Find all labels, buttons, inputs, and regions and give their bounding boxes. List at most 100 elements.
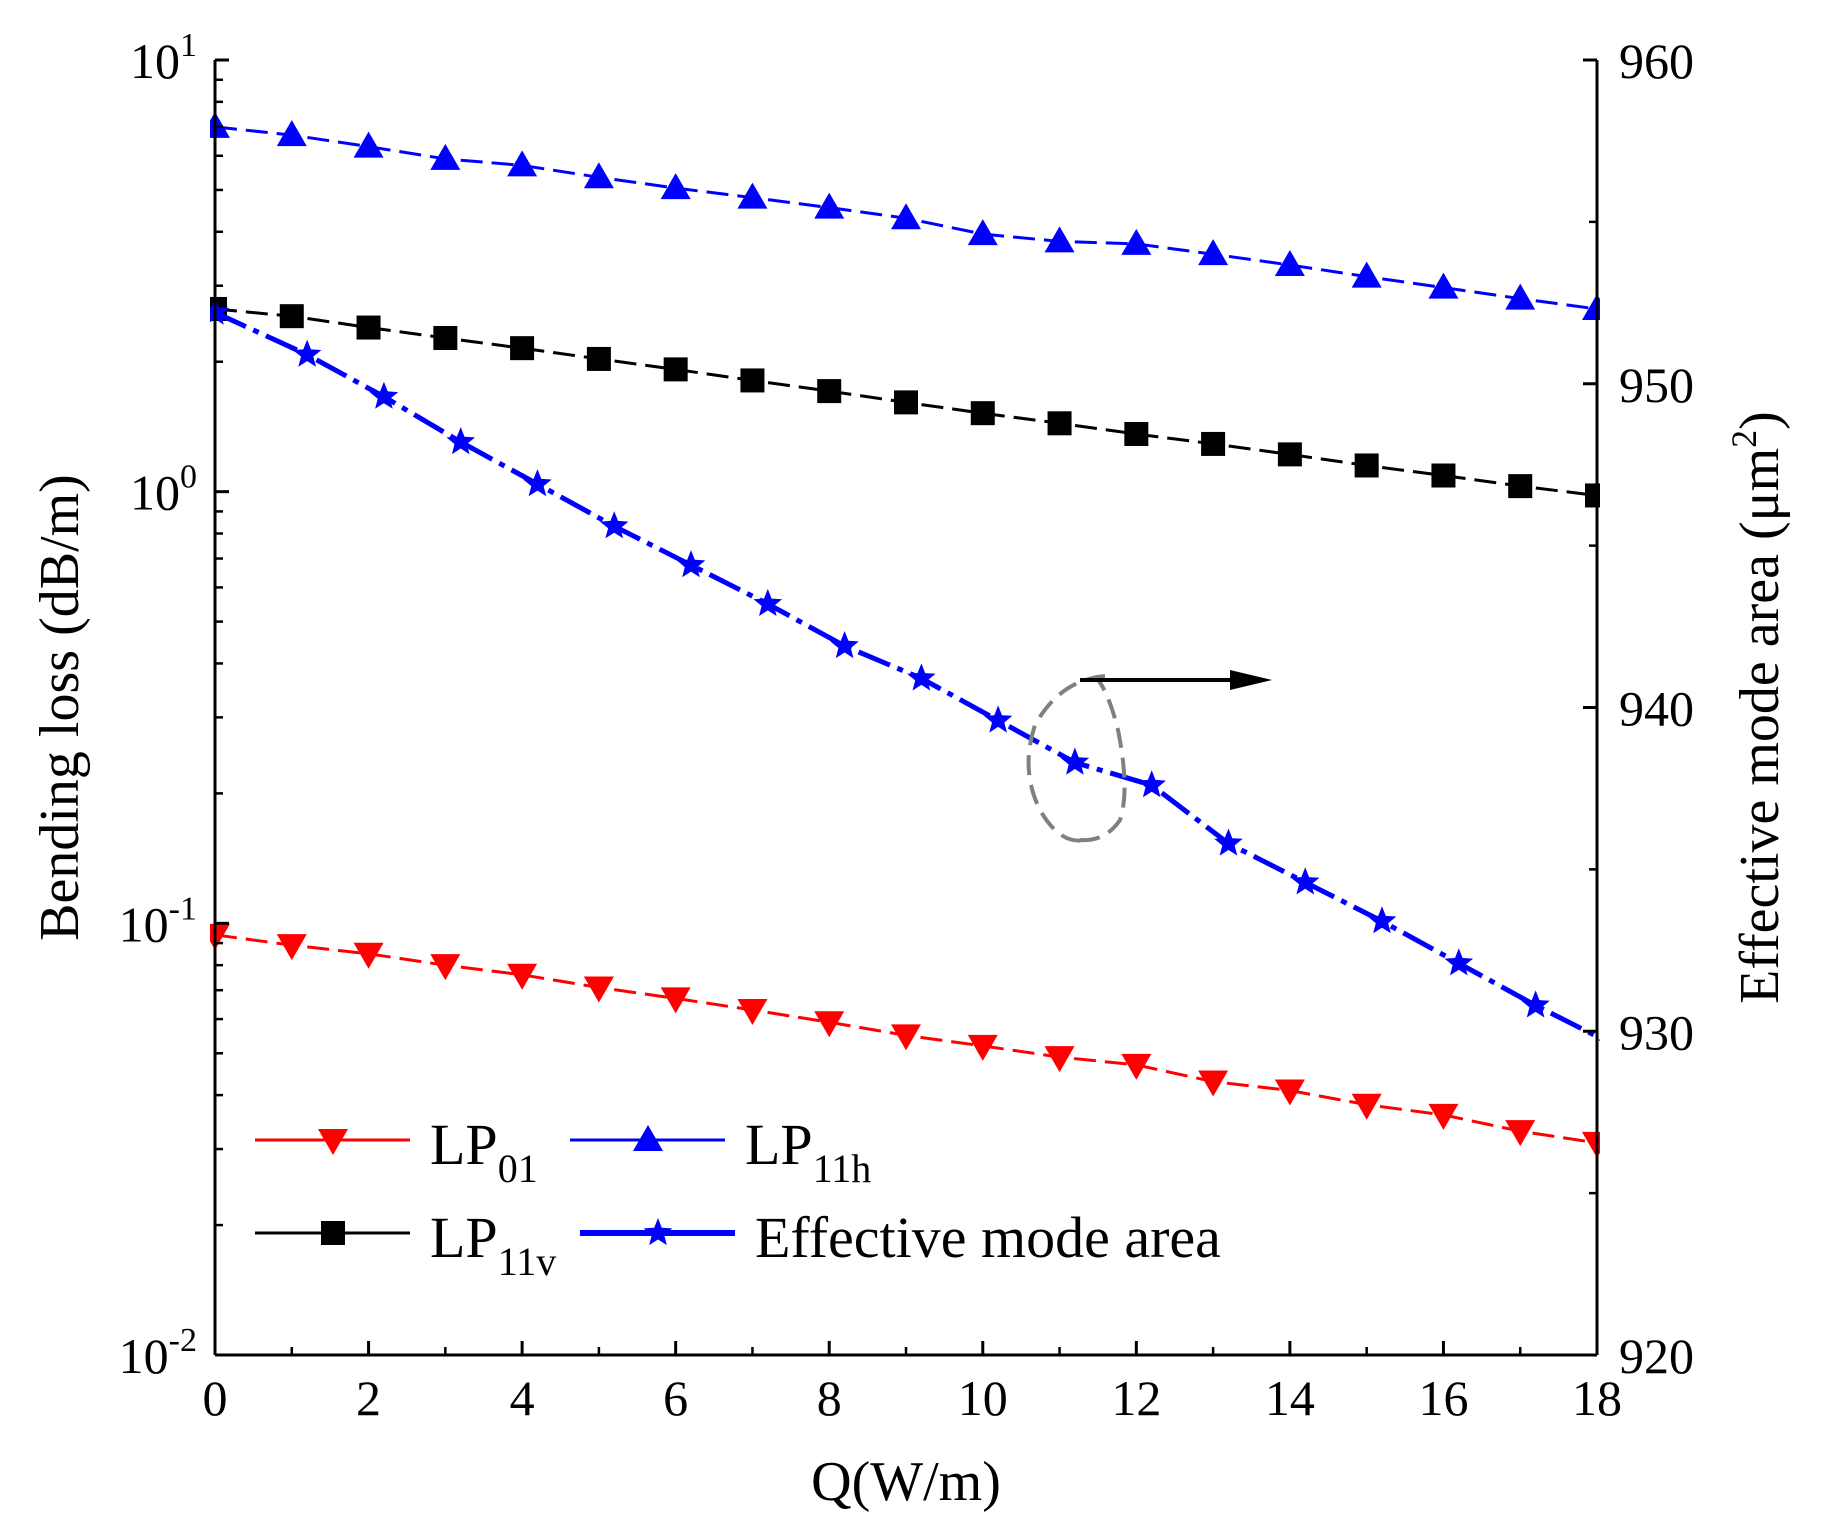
data-point <box>1291 867 1320 895</box>
data-point <box>814 1011 845 1038</box>
data-point <box>663 357 688 382</box>
y-right-tick-label: 950 <box>1619 357 1694 413</box>
data-point <box>1121 1053 1152 1080</box>
data-point <box>369 381 399 409</box>
data-point <box>1121 228 1152 255</box>
legend-label: LP11v <box>430 1205 556 1284</box>
data-point <box>967 219 998 246</box>
series-lp01 <box>210 923 1600 1158</box>
y-right-tick-label: 940 <box>1619 681 1694 737</box>
annotation-ellipse <box>1026 674 1106 843</box>
data-point <box>1428 1103 1459 1130</box>
x-tick-label: 12 <box>1111 1370 1161 1426</box>
data-point <box>907 663 936 691</box>
data-point <box>970 401 995 426</box>
legend-label: LP01 <box>430 1112 538 1191</box>
data-point <box>523 469 552 497</box>
data-point <box>753 588 783 616</box>
series-effective-mode-area <box>210 297 1600 1042</box>
data-point <box>1201 431 1226 456</box>
data-point <box>1198 1070 1229 1097</box>
data-point <box>737 998 768 1025</box>
y-right-tick-label: 960 <box>1619 33 1694 89</box>
y-left-tick-label: 101 <box>130 27 197 89</box>
legend-item-effective-mode-area: Effective mode area <box>580 1205 1221 1270</box>
data-point <box>894 390 918 415</box>
annotation-arrow-head <box>1230 670 1272 690</box>
x-tick-label: 10 <box>958 1370 1008 1426</box>
data-point <box>737 182 768 209</box>
data-point <box>1521 990 1550 1018</box>
annotation-layer <box>1026 670 1272 843</box>
data-point <box>1505 283 1536 310</box>
x-tick-label: 18 <box>1572 1370 1622 1426</box>
legend-item-lp11v: LP11v <box>255 1205 556 1284</box>
y-left-tick-label: 10-1 <box>119 890 197 952</box>
data-point <box>1274 1079 1305 1106</box>
axes-layer <box>213 60 1599 1357</box>
data-point <box>830 631 859 659</box>
data-point <box>1428 272 1459 299</box>
legend-marker <box>643 1218 673 1246</box>
data-point <box>279 304 304 329</box>
data-point <box>1047 411 1072 436</box>
data-point <box>814 192 845 219</box>
y-right-tick-label: 920 <box>1619 1328 1694 1384</box>
data-point <box>430 954 461 981</box>
data-point <box>1354 453 1379 478</box>
data-point <box>740 368 765 393</box>
legend-marker <box>321 1221 345 1245</box>
legend: LP01 LP11h LP11v Effective mode area <box>255 1112 1221 1284</box>
data-point <box>1198 239 1229 266</box>
data-point <box>1508 474 1533 499</box>
x-tick-label: 4 <box>510 1370 535 1426</box>
data-point <box>660 987 691 1014</box>
data-point <box>510 336 535 361</box>
data-point <box>1351 261 1382 288</box>
x-tick-label: 6 <box>663 1370 688 1426</box>
data-point <box>1060 747 1090 775</box>
data-point <box>276 120 307 147</box>
y-left-tick-label: 10-2 <box>119 1322 197 1384</box>
data-point <box>676 550 706 578</box>
data-point <box>586 346 611 371</box>
series-lp11h <box>210 111 1600 320</box>
legend-marker <box>633 1125 663 1151</box>
data-point <box>1214 828 1243 856</box>
x-tick-label: 0 <box>203 1370 228 1426</box>
data-point <box>1444 948 1474 976</box>
data-point <box>292 339 322 367</box>
data-point <box>1431 463 1456 488</box>
legend-item-lp11h: LP11h <box>570 1112 871 1191</box>
data-point <box>1367 906 1397 934</box>
series-layer <box>210 111 1600 1158</box>
y-right-tick-label: 930 <box>1619 1004 1694 1060</box>
data-point <box>353 942 384 969</box>
series-lp11v <box>210 296 1600 508</box>
data-point <box>967 1034 998 1061</box>
data-point <box>1351 1093 1382 1120</box>
data-point <box>353 131 384 158</box>
data-point <box>583 976 614 1003</box>
data-point <box>430 143 461 170</box>
data-point <box>983 705 1013 733</box>
legend-marker <box>318 1129 348 1155</box>
x-tick-label: 2 <box>356 1370 381 1426</box>
data-point <box>1505 1120 1536 1147</box>
data-point <box>446 427 475 455</box>
x-tick-label: 16 <box>1418 1370 1468 1426</box>
data-point <box>660 173 691 200</box>
legend-item-lp01: LP01 <box>255 1112 538 1191</box>
x-tick-label: 14 <box>1265 1370 1315 1426</box>
data-point <box>1044 1046 1075 1073</box>
data-point <box>1274 250 1305 277</box>
data-point <box>356 315 381 340</box>
y-right-axis-label: Effective mode area (μm2) <box>1724 411 1791 1004</box>
y-left-tick-label: 100 <box>130 459 197 521</box>
data-point <box>891 1024 921 1051</box>
data-point <box>600 511 629 539</box>
data-point <box>817 379 842 404</box>
legend-label: LP11h <box>745 1112 871 1191</box>
data-point <box>1137 770 1166 798</box>
